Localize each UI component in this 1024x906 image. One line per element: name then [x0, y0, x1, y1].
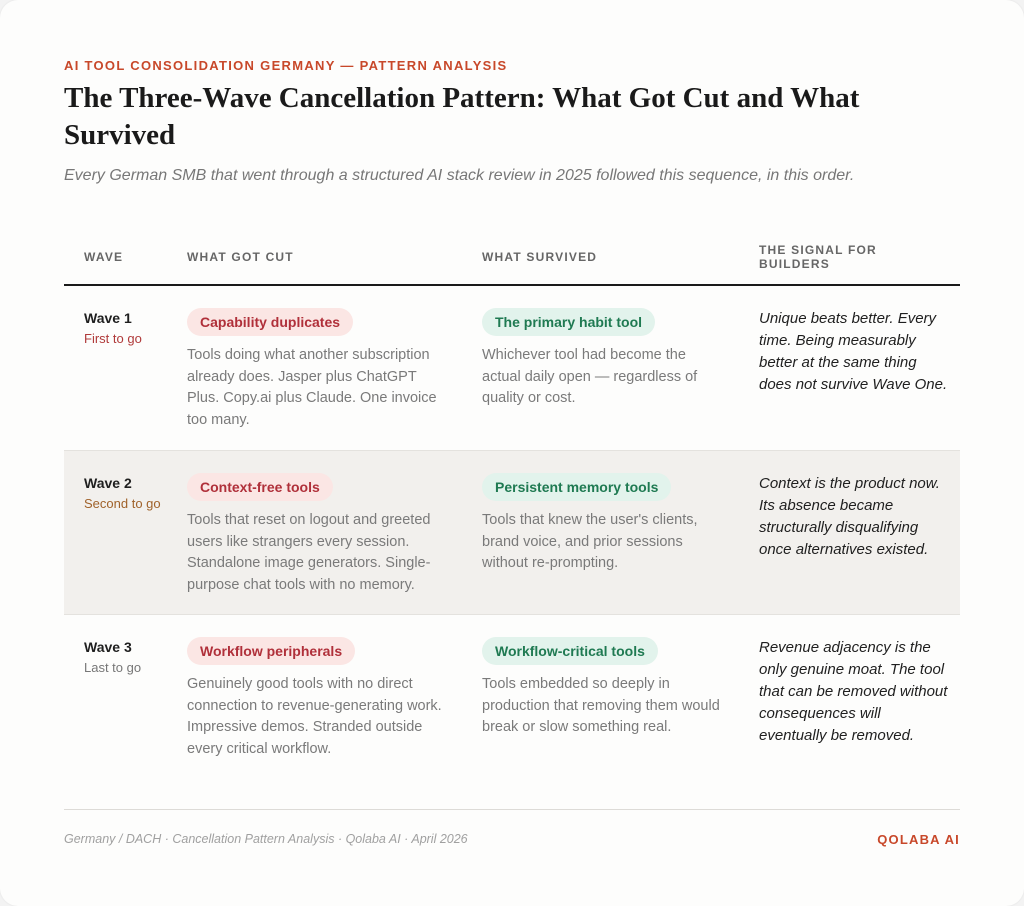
cut-cell: Context-free tools Tools that reset on l…: [187, 473, 447, 596]
wave-label: Wave 1: [84, 310, 132, 326]
wave-label: Wave 3: [84, 639, 132, 655]
survived-description: Tools that knew the user's clients, bran…: [482, 512, 698, 571]
survived-tag: The primary habit tool: [482, 308, 656, 336]
survived-cell: Workflow-critical tools Tools embedded s…: [482, 637, 722, 739]
cut-description: Tools that reset on logout and greeted u…: [187, 512, 431, 593]
table-row: Wave 3 Last to go Workflow peripherals G…: [64, 615, 960, 772]
col-survived: WHAT SURVIVED: [482, 250, 598, 264]
footer-divider: [64, 809, 960, 810]
signal-cell: Unique beats better. Every time. Being m…: [759, 310, 948, 393]
eyebrow: AI TOOL CONSOLIDATION GERMANY — PATTERN …: [64, 58, 508, 73]
cut-cell: Capability duplicates Tools doing what a…: [187, 308, 447, 431]
cut-description: Tools doing what another subscription al…: [187, 347, 437, 428]
wave-cell: Wave 3 Last to go: [84, 639, 174, 678]
wave-cell: Wave 2 Second to go: [84, 475, 174, 514]
survived-description: Whichever tool had become the actual dai…: [482, 347, 698, 406]
cut-cell: Workflow peripherals Genuinely good tool…: [187, 637, 447, 760]
signal-cell: Revenue adjacency is the only genuine mo…: [759, 639, 948, 744]
survived-description: Tools embedded so deeply in production t…: [482, 676, 720, 735]
col-cut: WHAT GOT CUT: [187, 250, 294, 264]
wave-cell: Wave 1 First to go: [84, 310, 174, 349]
survived-cell: The primary habit tool Whichever tool ha…: [482, 308, 722, 410]
table-header: WAVE WHAT GOT CUT WHAT SURVIVED THE SIGN…: [64, 236, 960, 286]
wave-table: WAVE WHAT GOT CUT WHAT SURVIVED THE SIGN…: [64, 236, 960, 772]
col-wave: WAVE: [84, 250, 124, 264]
survived-cell: Persistent memory tools Tools that knew …: [482, 473, 722, 575]
signal-cell: Context is the product now. Its absence …: [759, 475, 940, 558]
col-signal: THE SIGNAL FOR BUILDERS: [759, 243, 877, 271]
wave-order: Last to go: [84, 660, 142, 675]
cut-tag: Workflow peripherals: [187, 637, 356, 665]
cut-description: Genuinely good tools with no direct conn…: [187, 676, 442, 757]
footer-brand: QOLABA AI: [877, 832, 960, 847]
cut-tag: Context-free tools: [187, 473, 333, 501]
subtitle: Every German SMB that went through a str…: [64, 167, 855, 184]
cut-tag: Capability duplicates: [187, 308, 354, 336]
wave-label: Wave 2: [84, 475, 132, 491]
table-row: Wave 1 First to go Capability duplicates…: [64, 286, 960, 451]
survived-tag: Workflow-critical tools: [482, 637, 658, 665]
wave-order: First to go: [84, 331, 142, 346]
survived-tag: Persistent memory tools: [482, 473, 672, 501]
footer-source: Germany / DACH · Cancellation Pattern An…: [64, 832, 468, 846]
table-row: Wave 2 Second to go Context-free tools T…: [64, 451, 960, 615]
page-title: The Three-Wave Cancellation Pattern: Wha…: [64, 82, 860, 151]
wave-order: Second to go: [84, 496, 161, 511]
